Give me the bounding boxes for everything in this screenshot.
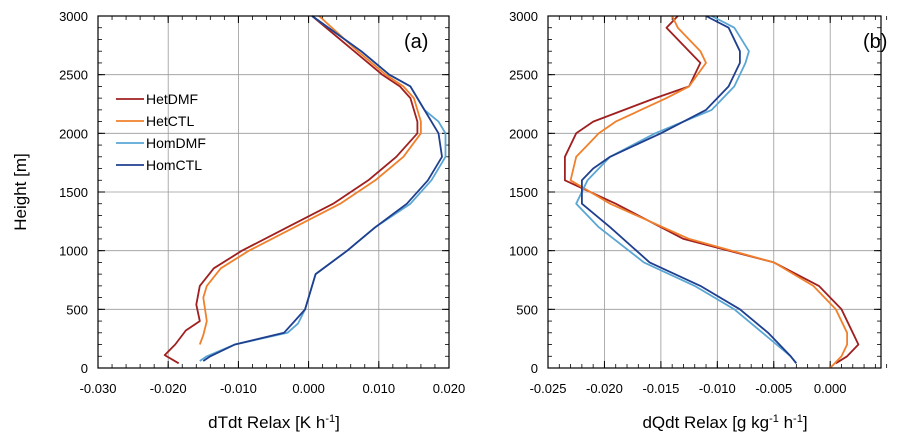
legend-label: HomDMF xyxy=(146,135,206,151)
panel-a-label: (a) xyxy=(404,31,428,53)
x-tick-label: -0.020 xyxy=(586,381,623,396)
panel-b-xtick-labels: -0.025 -0.020 -0.015 -0.010 -0.005 0.000 xyxy=(530,381,847,396)
panel-b-label: (b) xyxy=(863,31,887,53)
series-line-hetctl xyxy=(569,15,848,369)
series-line-hetdmf xyxy=(163,15,419,365)
panel-b-ytick-labels: 0 500 1000 1500 2000 2500 3000 xyxy=(509,9,538,376)
y-tick-label: 2000 xyxy=(59,126,88,141)
panel-a-ytick-labels: 0 500 1000 1500 2000 2500 3000 xyxy=(59,9,88,376)
panel-a-xlabel: dTdt Relax [K h-1] xyxy=(208,413,340,432)
series-line-homctl xyxy=(202,15,443,362)
series-line-homctl xyxy=(581,15,798,364)
x-tick-label: 0.000 xyxy=(814,381,847,396)
legend-label: HomCTL xyxy=(146,157,202,173)
x-tick-label: -0.025 xyxy=(530,381,567,396)
y-tick-label: 0 xyxy=(81,361,88,376)
panel-b-grid xyxy=(547,15,881,369)
y-tick-label: 0 xyxy=(531,361,538,376)
y-tick-label: 1000 xyxy=(59,244,88,259)
panel-a-series xyxy=(163,15,447,365)
y-tick-label: 1500 xyxy=(509,185,538,200)
y-tick-label: 3000 xyxy=(509,9,538,24)
x-tick-label: 0.010 xyxy=(363,381,396,396)
x-tick-label: -0.005 xyxy=(755,381,792,396)
y-tick-label: 500 xyxy=(66,302,88,317)
panel-b-xlabel: dQdt Relax [g kg-1 h-1] xyxy=(642,413,807,432)
series-line-hetctl xyxy=(198,15,422,345)
y-tick-label: 2000 xyxy=(509,126,538,141)
panel-a-xtick-labels: -0.030 -0.020 -0.010 0.000 0.010 0.020 xyxy=(80,381,466,396)
panel-a-minor-ticks xyxy=(97,15,450,369)
y-tick-label: 500 xyxy=(516,302,538,317)
legend: HetDMF HetCTL HomDMF HomCTL xyxy=(116,91,206,173)
x-tick-label: 0.020 xyxy=(433,381,466,396)
y-tick-label: 1000 xyxy=(509,244,538,259)
panel-a-frame xyxy=(97,15,450,369)
x-tick-label: -0.015 xyxy=(642,381,679,396)
y-tick-label: 3000 xyxy=(59,9,88,24)
y-tick-label: 1500 xyxy=(59,185,88,200)
x-tick-label: -0.010 xyxy=(220,381,257,396)
panel-b: -0.025 -0.020 -0.015 -0.010 -0.005 0.000 0 500… xyxy=(509,9,887,432)
legend-label: HetCTL xyxy=(146,113,194,129)
x-tick-label: -0.010 xyxy=(699,381,736,396)
series-line-homdmf xyxy=(575,15,798,364)
panel-a: -0.030 -0.020 -0.010 0.000 0.010 0.020 0 500 10… xyxy=(11,9,465,432)
y-tick-label: 2500 xyxy=(509,68,538,83)
x-tick-label: 0.000 xyxy=(292,381,325,396)
x-tick-label: -0.020 xyxy=(150,381,187,396)
legend-label: HetDMF xyxy=(146,91,198,107)
x-tick-label: -0.030 xyxy=(80,381,117,396)
y-tick-label: 2500 xyxy=(59,68,88,83)
panel-b-series xyxy=(564,15,860,369)
panel-a-grid xyxy=(97,15,450,369)
panel-b-frame xyxy=(547,15,882,369)
series-line-hetdmf xyxy=(564,15,860,365)
y-axis-label: Height [m] xyxy=(11,153,30,230)
